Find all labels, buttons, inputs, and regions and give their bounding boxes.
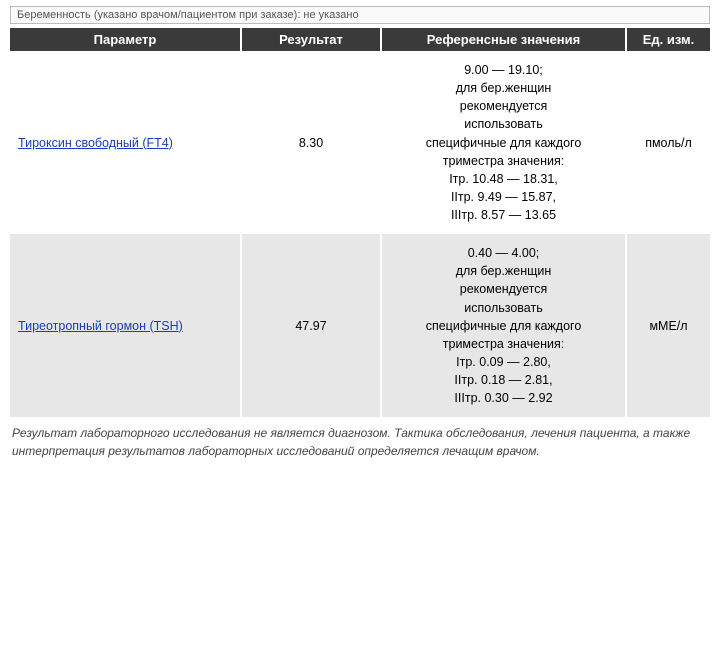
cell-reference: 0.40 — 4.00;для бер.женщинрекомендуетсяи… — [381, 234, 626, 417]
cell-result: 47.97 — [241, 234, 381, 417]
param-link[interactable]: Тироксин свободный (FT4) — [18, 136, 173, 150]
cell-param: Тироксин свободный (FT4) — [10, 51, 241, 234]
table-header-row: Параметр Результат Референсные значения … — [10, 28, 710, 51]
param-link[interactable]: Тиреотропный гормон (TSH) — [18, 319, 183, 333]
pregnancy-note: Беременность (указано врачом/пациентом п… — [10, 6, 710, 24]
results-tbody: Тироксин свободный (FT4) 8.309.00 — 19.10… — [10, 51, 710, 417]
table-row: Тиреотропный гормон (TSH) 47.970.40 — 4.0… — [10, 234, 710, 417]
disclaimer: Результат лабораторного исследования не … — [12, 425, 708, 460]
cell-reference: 9.00 — 19.10;для бер.женщинрекомендуется… — [381, 51, 626, 234]
th-ref: Референсные значения — [381, 28, 626, 51]
results-table: Параметр Результат Референсные значения … — [10, 28, 710, 417]
table-row: Тироксин свободный (FT4) 8.309.00 — 19.10… — [10, 51, 710, 234]
cell-result: 8.30 — [241, 51, 381, 234]
th-param: Параметр — [10, 28, 241, 51]
th-result: Результат — [241, 28, 381, 51]
cell-unit: мМЕ/л — [626, 234, 710, 417]
th-unit: Ед. изм. — [626, 28, 710, 51]
cell-unit: пмоль/л — [626, 51, 710, 234]
cell-param: Тиреотропный гормон (TSH) — [10, 234, 241, 417]
